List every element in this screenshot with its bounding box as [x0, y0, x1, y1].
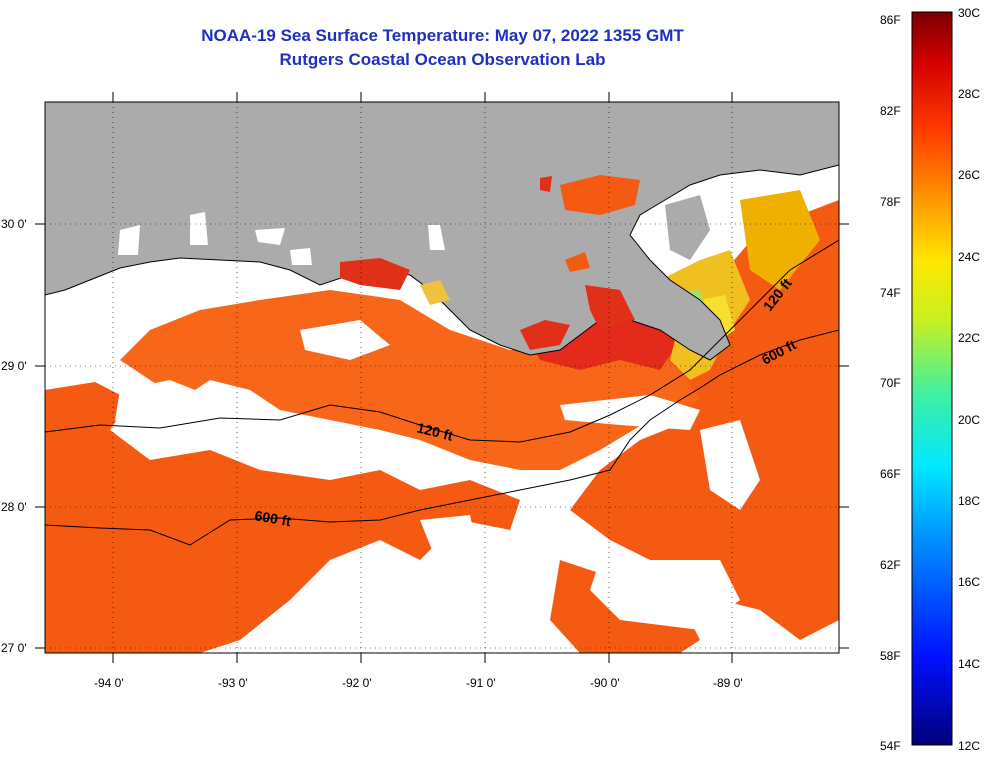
colorbar-f-label: 70F [880, 376, 901, 390]
colorbar-c-label: 28C [958, 87, 981, 101]
lon-label: -89 0' [713, 676, 743, 690]
map-frame [44, 101, 840, 654]
contour-600ft-west [45, 329, 839, 546]
colorbar-f-label: 54F [880, 739, 901, 753]
contour-label: 600 ft [253, 507, 292, 529]
colorbar-f-label: 66F [880, 467, 901, 481]
contour-120ft-west [45, 239, 839, 443]
lon-label: -91 0' [466, 676, 496, 690]
lat-label: 28 0' [1, 500, 27, 514]
lat-label: 30 0' [1, 217, 27, 231]
sst-region-east [560, 200, 839, 640]
map-subtitle: Rutgers Coastal Ocean Observation Lab [279, 50, 606, 69]
colorbar-f-label: 62F [880, 558, 901, 572]
map-title: NOAA-19 Sea Surface Temperature: May 07,… [201, 26, 684, 45]
colorbar-f-label: 74F [880, 286, 901, 300]
colorbar [911, 11, 953, 746]
colorbar-c-label: 22C [958, 331, 981, 345]
colorbar-c-label: 18C [958, 494, 981, 508]
grid-lines [45, 102, 839, 653]
colorbar-c-label: 30C [958, 6, 981, 20]
colorbar-c-label: 24C [958, 250, 981, 264]
colorbar-f-label: 58F [880, 649, 901, 663]
lat-label: 29 0' [1, 359, 27, 373]
colorbar-f-label: 82F [880, 104, 901, 118]
colorbar-f-label: 86F [880, 13, 901, 27]
colorbar-c-label: 14C [958, 657, 981, 671]
lon-label: -94 0' [94, 676, 124, 690]
lon-label: -90 0' [590, 676, 620, 690]
colorbar-f-label: 78F [880, 195, 901, 209]
colorbar-c-label: 12C [958, 739, 981, 753]
colorbar-c-label: 16C [958, 575, 981, 589]
lon-label: -92 0' [342, 676, 372, 690]
colorbar-c-label: 26C [958, 168, 981, 182]
sst-region-central [120, 290, 700, 470]
lon-label: -93 0' [218, 676, 248, 690]
axis-ticks [35, 92, 849, 663]
land-mass [45, 102, 839, 361]
sst-region-south [45, 382, 520, 653]
colorbar-c-label: 20C [958, 413, 981, 427]
lat-label: 27 0' [1, 641, 27, 655]
